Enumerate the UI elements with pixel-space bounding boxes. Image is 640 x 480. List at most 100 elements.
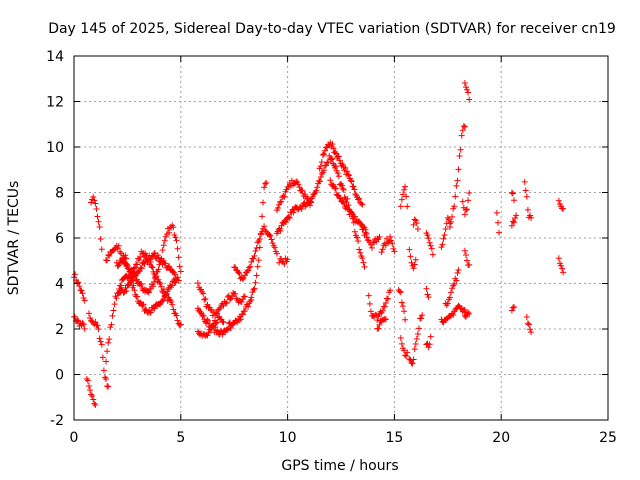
data-point (360, 259, 367, 266)
data-point (122, 252, 129, 259)
data-point (444, 214, 451, 221)
data-point (338, 182, 345, 189)
data-point (155, 254, 162, 261)
data-point (378, 249, 385, 256)
data-point (404, 349, 411, 356)
data-point (137, 264, 144, 271)
data-point (125, 265, 132, 272)
data-point (407, 356, 414, 363)
data-point (232, 264, 239, 271)
data-point (161, 237, 168, 244)
data-point (411, 346, 418, 353)
data-point (307, 198, 314, 205)
data-point (170, 306, 177, 313)
data-point (450, 311, 457, 318)
data-point (238, 299, 245, 306)
data-point (398, 196, 405, 203)
data-point (241, 307, 248, 314)
data-point (104, 383, 111, 390)
data-point (252, 279, 259, 286)
data-point (359, 223, 366, 230)
data-point (329, 141, 336, 148)
data-point (129, 267, 136, 274)
data-point (248, 294, 255, 301)
data-point (200, 312, 207, 319)
data-point (166, 263, 173, 270)
data-point (409, 360, 416, 367)
data-point (366, 300, 373, 307)
data-point (465, 89, 472, 96)
data-point (220, 319, 227, 326)
data-point (170, 224, 177, 231)
data-point (162, 233, 169, 240)
data-point (356, 195, 363, 202)
data-point (216, 306, 223, 313)
data-point (345, 172, 352, 179)
data-point (359, 255, 366, 262)
data-point (150, 283, 157, 290)
data-point (150, 253, 157, 260)
data-point (262, 180, 269, 187)
data-point (332, 185, 339, 192)
data-point (108, 321, 115, 328)
data-point (263, 179, 270, 186)
data-point (164, 288, 171, 295)
data-point (382, 299, 389, 306)
chart-title: Day 145 of 2025, Sidereal Day-to-day VTE… (48, 21, 616, 37)
data-point (512, 215, 519, 222)
data-point (359, 201, 366, 208)
data-point (397, 289, 404, 296)
data-point (92, 318, 99, 325)
data-point (428, 245, 435, 252)
data-point (136, 256, 143, 263)
data-point (160, 296, 167, 303)
data-point (277, 199, 284, 206)
data-point (169, 301, 176, 308)
data-point (423, 285, 430, 292)
data-point (335, 153, 342, 160)
y-axis-label: SDTVAR / TECUs (6, 181, 22, 296)
data-point (387, 233, 394, 240)
data-point (78, 287, 85, 294)
data-point (80, 295, 87, 302)
data-point (174, 245, 181, 252)
data-point (150, 279, 157, 286)
y-tick-label: -2 (50, 413, 64, 429)
data-point (177, 321, 184, 328)
data-point (351, 186, 358, 193)
data-point (95, 326, 102, 333)
data-point (85, 310, 92, 317)
data-point (402, 183, 409, 190)
data-point (241, 272, 248, 279)
data-point (461, 79, 468, 86)
data-point (424, 232, 431, 239)
data-point (344, 195, 351, 202)
data-point (204, 317, 211, 324)
data-point (278, 198, 285, 205)
data-point (98, 246, 105, 253)
data-point (407, 253, 414, 260)
data-point (362, 229, 369, 236)
data-point (205, 329, 212, 336)
data-point (559, 265, 566, 272)
data-point (81, 297, 88, 304)
data-point (363, 234, 370, 241)
data-point (556, 260, 563, 267)
data-point (360, 224, 367, 231)
data-point (368, 244, 375, 251)
data-point (79, 320, 86, 327)
data-point (94, 213, 101, 220)
data-point (257, 230, 264, 237)
data-point (508, 189, 515, 196)
data-point (145, 289, 152, 296)
data-point (239, 276, 246, 283)
data-point (402, 316, 409, 323)
data-point (117, 282, 124, 289)
data-point (109, 312, 116, 319)
data-point (256, 244, 263, 251)
data-point (200, 290, 207, 297)
data-point (267, 232, 274, 239)
data-point (461, 247, 468, 254)
data-point (425, 294, 432, 301)
data-point (336, 157, 343, 164)
